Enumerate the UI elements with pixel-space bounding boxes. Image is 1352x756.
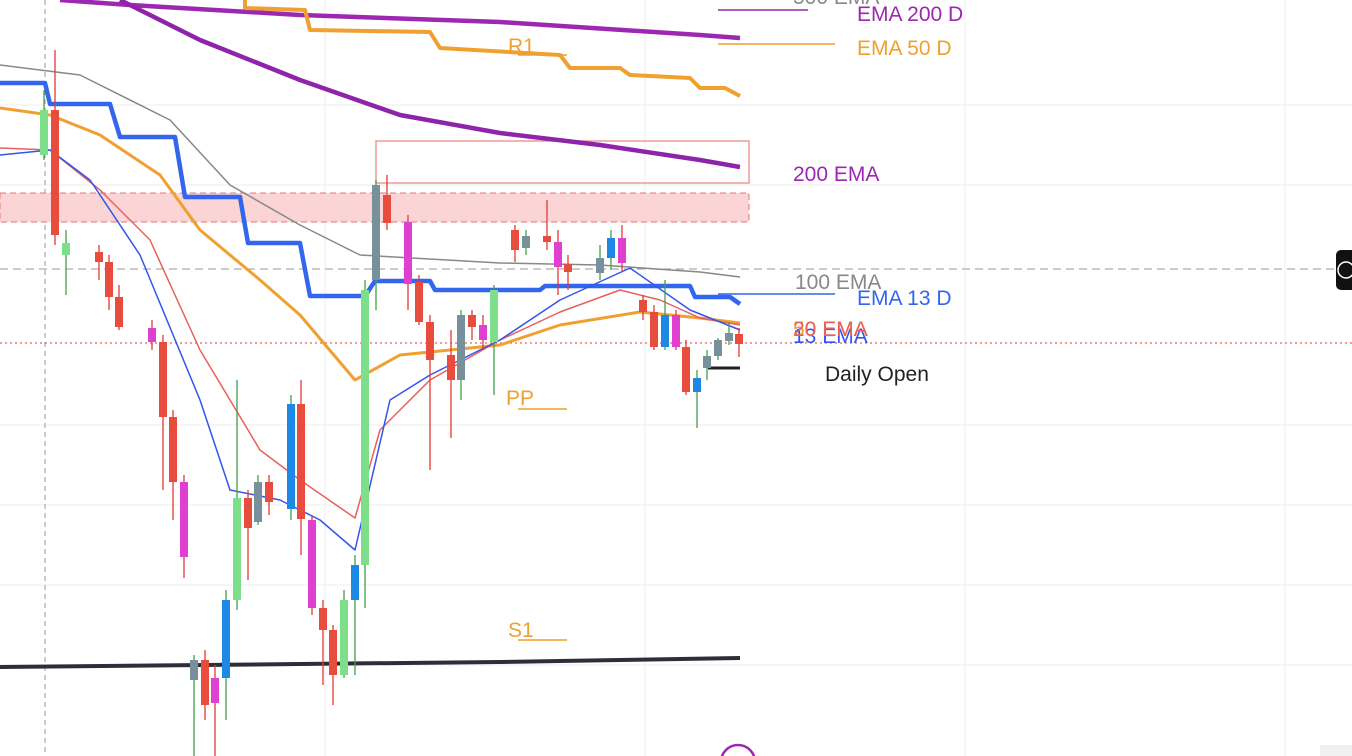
label-ema50d: EMA 50 D bbox=[857, 37, 952, 60]
button-icon bbox=[1337, 261, 1352, 279]
corner-badge bbox=[1320, 745, 1352, 756]
label-r1: R1 bbox=[508, 35, 535, 58]
price-scale-button[interactable] bbox=[1336, 250, 1352, 290]
label-s1: S1 bbox=[508, 619, 534, 642]
indicator-lines bbox=[0, 0, 742, 669]
label-ema13: 13 EMA bbox=[793, 325, 868, 348]
label-ema20: 20 EMA bbox=[793, 318, 868, 341]
label-ema500: 500 EMA bbox=[793, 0, 879, 9]
label-pp: PP bbox=[506, 387, 534, 410]
label-daily-open: Daily Open bbox=[825, 363, 929, 386]
label-leaders bbox=[518, 9, 835, 641]
bottom-marker[interactable] bbox=[720, 743, 756, 756]
candles bbox=[40, 50, 743, 756]
label-ema100: 100 EMA bbox=[795, 271, 881, 294]
label-ema13d: EMA 13 D bbox=[857, 287, 952, 310]
label-ema200: 200 EMA bbox=[793, 163, 879, 186]
label-ema50: 50 EMA bbox=[793, 318, 868, 341]
label-ema200d: EMA 200 D bbox=[857, 3, 963, 26]
